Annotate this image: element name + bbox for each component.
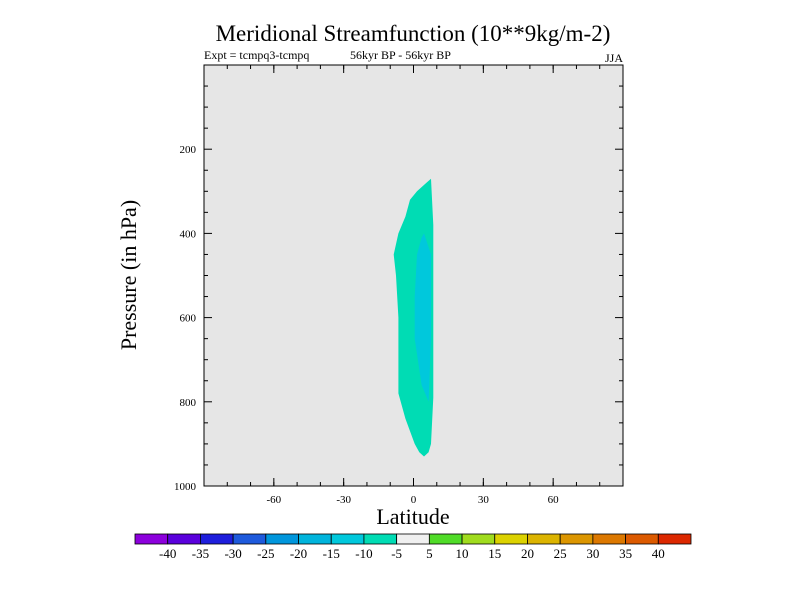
colorbar-box xyxy=(200,533,234,545)
colorbar-box xyxy=(592,533,626,545)
colorbar-box xyxy=(330,533,365,545)
colorbar: -40 -35 -30 -25 -20 -15 -10 -5 5 10 15 20 25 30 35 40 xyxy=(134,533,692,561)
colorbar-label: -25 xyxy=(257,546,274,561)
x-tick-label: -30 xyxy=(336,494,351,506)
chart-title: Meridional Streamfunction (10**9kg/m-2) xyxy=(216,21,611,46)
y-tick-label: 800 xyxy=(180,397,197,409)
colorbar-box xyxy=(134,533,169,545)
y-tick-label: 400 xyxy=(180,228,197,240)
colorbar-label: 30 xyxy=(586,546,599,561)
colorbar-label: -35 xyxy=(192,546,209,561)
colorbar-label: 5 xyxy=(426,546,433,561)
x-axis-label: Latitude xyxy=(376,504,449,529)
colorbar-box xyxy=(396,533,430,545)
colorbar-box xyxy=(494,533,528,545)
y-tick-label: 200 xyxy=(180,144,197,156)
colorbar-box xyxy=(657,533,692,545)
colorbar-box xyxy=(232,533,267,545)
contour-fill-1 xyxy=(414,233,431,402)
colorbar-label: -15 xyxy=(323,546,340,561)
colorbar-box xyxy=(461,533,496,545)
contour-layer xyxy=(393,178,434,457)
tick-layer: -60 -30 0 30 60 200 400 600 800 1000 xyxy=(174,65,623,506)
colorbar-box xyxy=(625,533,659,545)
colorbar-label: 15 xyxy=(488,546,501,561)
y-axis-label: Pressure (in hPa) xyxy=(116,200,141,350)
colorbar-box xyxy=(559,533,594,545)
x-tick-label: 0 xyxy=(411,494,417,506)
colorbar-label: -5 xyxy=(391,546,402,561)
colorbar-label: -10 xyxy=(355,546,372,561)
colorbar-box xyxy=(527,533,561,545)
y-tick-label: 600 xyxy=(180,313,197,325)
colorbar-label: -20 xyxy=(290,546,307,561)
colorbar-box xyxy=(298,533,332,545)
colorbar-label: -30 xyxy=(224,546,241,561)
colorbar-box xyxy=(428,533,463,545)
y-tick-label: 1000 xyxy=(174,481,197,493)
colorbar-label: 25 xyxy=(554,546,567,561)
experiment-label: Expt = tcmpq3-tcmpq xyxy=(204,48,309,62)
colorbar-label: 35 xyxy=(619,546,632,561)
period-label: 56kyr BP - 56kyr BP xyxy=(350,48,451,62)
colorbar-label: 10 xyxy=(456,546,469,561)
colorbar-label: 40 xyxy=(652,546,665,561)
x-tick-label: 60 xyxy=(548,494,560,506)
colorbar-box xyxy=(363,533,398,545)
colorbar-label: 20 xyxy=(521,546,534,561)
x-tick-label: -60 xyxy=(266,494,281,506)
x-tick-label: 30 xyxy=(478,494,490,506)
colorbar-label: -40 xyxy=(159,546,176,561)
season-label: JJA xyxy=(605,51,623,65)
colorbar-box xyxy=(167,533,201,545)
colorbar-box xyxy=(265,533,299,545)
